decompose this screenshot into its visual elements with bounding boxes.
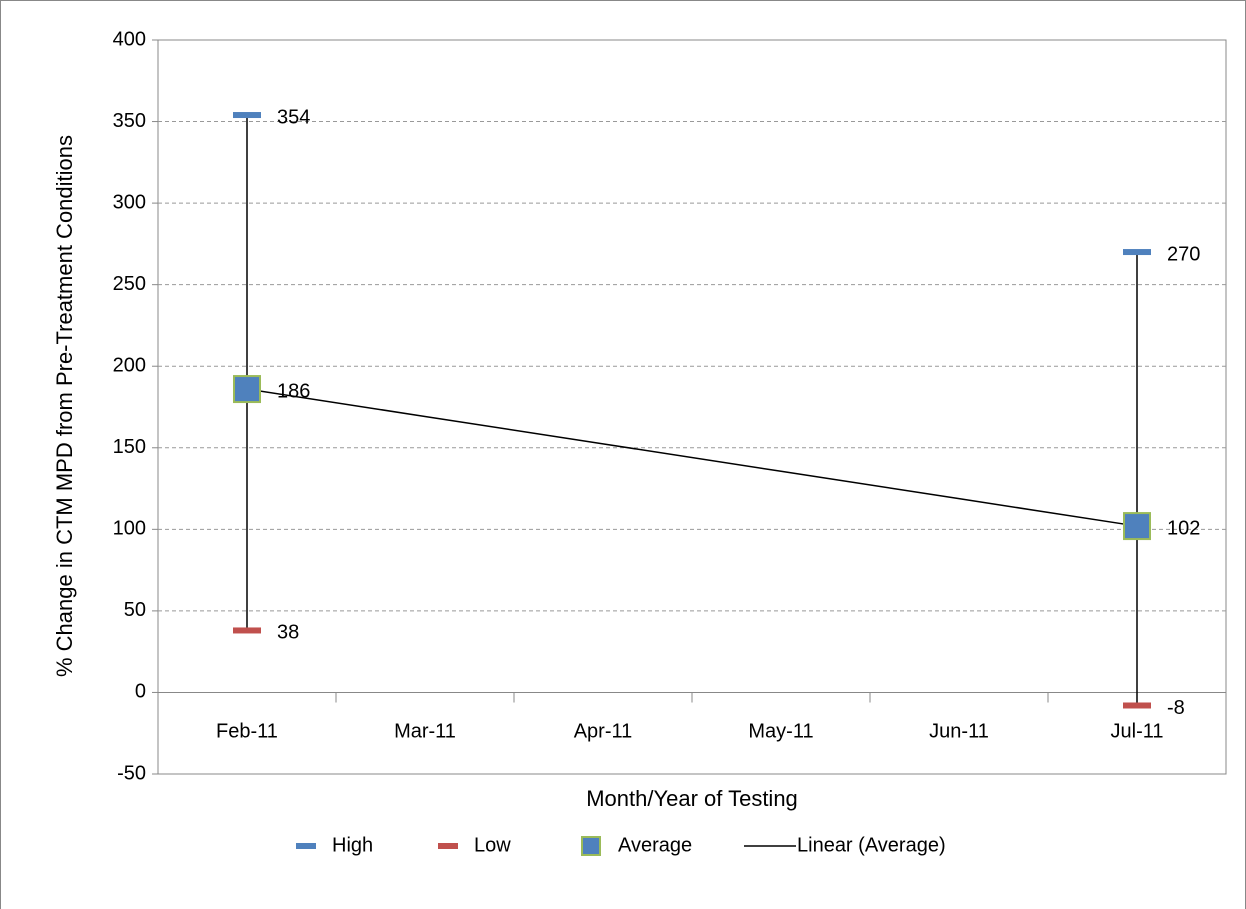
- y-tick-label: 0: [135, 681, 146, 703]
- legend-swatch: [581, 836, 601, 856]
- legend-label: Linear (Average): [797, 834, 946, 856]
- legend-label: Low: [474, 834, 511, 856]
- x-tick-label: Mar-11: [394, 721, 456, 743]
- x-tick-label: Feb-11: [216, 721, 278, 743]
- marker: [233, 112, 261, 119]
- data-label: 38: [277, 622, 299, 644]
- legend-swatch: [296, 843, 316, 849]
- y-tick-label: 100: [113, 518, 146, 540]
- y-tick-label: -50: [117, 762, 146, 784]
- data-label: 186: [277, 380, 310, 402]
- marker: [1123, 249, 1151, 256]
- trend-line: [246, 388, 1138, 527]
- y-tick-label: 350: [113, 110, 146, 132]
- marker: [1123, 512, 1151, 541]
- plot-border: [157, 39, 1227, 775]
- y-axis-title: % Change in CTM MPD from Pre-Treatment C…: [52, 135, 77, 677]
- legend-label: Average: [618, 834, 692, 856]
- x-tick-label: May-11: [748, 721, 813, 743]
- x-axis-title: Month/Year of Testing: [586, 786, 798, 811]
- marker: [1123, 702, 1151, 709]
- x-tick-label: Jun-11: [929, 721, 989, 743]
- data-label: 102: [1167, 517, 1200, 539]
- data-label: 354: [277, 106, 310, 128]
- y-tick-label: 250: [113, 273, 146, 295]
- data-label: -8: [1167, 697, 1185, 719]
- legend-swatch: [438, 843, 458, 849]
- y-tick-label: 150: [113, 436, 146, 458]
- marker: [233, 375, 261, 404]
- y-tick-label: 400: [113, 28, 146, 50]
- x-tick-label: Jul-11: [1111, 721, 1164, 743]
- y-tick-label: 300: [113, 191, 146, 213]
- data-label: 270: [1167, 243, 1200, 265]
- y-tick-label: 200: [113, 355, 146, 377]
- x-tick-label: Apr-11: [574, 721, 633, 743]
- y-tick-label: 50: [124, 599, 146, 621]
- legend-label: High: [332, 834, 373, 856]
- marker: [233, 627, 261, 634]
